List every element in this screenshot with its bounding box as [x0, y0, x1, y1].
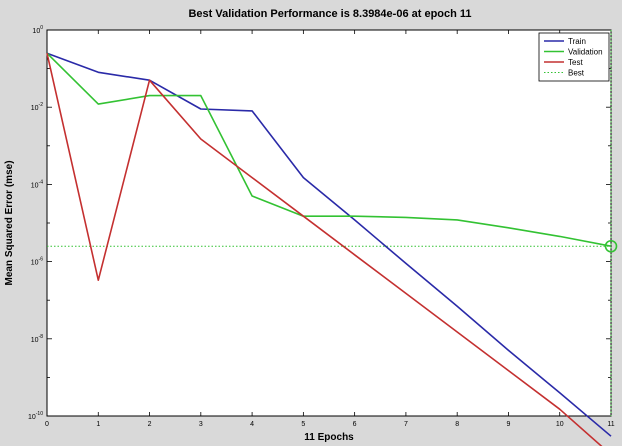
- x-axis-label: 11 Epochs: [304, 432, 354, 443]
- x-tick-label: 5: [301, 421, 305, 428]
- x-tick-label: 7: [404, 421, 408, 428]
- x-tick-label: 2: [148, 421, 152, 428]
- x-tick-label: 9: [507, 421, 511, 428]
- x-axis: 0 1 2 3 4 5 6 7 8 9 10 11: [45, 30, 615, 428]
- x-tick-label: 4: [250, 421, 254, 428]
- y-tick-label: 10-4: [31, 179, 43, 189]
- series-line-test: [46, 53, 603, 446]
- y-tick-label: 10-6: [31, 257, 43, 267]
- best-marker-group: [47, 30, 612, 416]
- y-tick-label: 10-2: [31, 102, 43, 112]
- y-axis-label: Mean Squared Error (mse): [4, 160, 15, 285]
- plot-area: [46, 29, 612, 417]
- x-tick-label: 1: [96, 421, 100, 428]
- y-tick-label: 10-10: [28, 411, 43, 421]
- chart-title: Best Validation Performance is 8.3984e-0…: [188, 8, 471, 20]
- series-lines: [46, 52, 612, 446]
- series-line-validation: [46, 52, 612, 247]
- x-tick-label: 3: [199, 421, 203, 428]
- legend-label-best: Best: [568, 69, 585, 78]
- x-tick-label: 11: [607, 421, 614, 428]
- y-tick-label: 10-8: [31, 334, 43, 344]
- y-tick-label: 100: [32, 25, 43, 35]
- best-point-marker: [604, 239, 618, 253]
- legend-label-validation: Validation: [568, 48, 603, 57]
- x-tick-label: 0: [45, 421, 49, 428]
- series-line-train: [46, 52, 612, 437]
- y-axis: 100 10-2 10-4 10-6 10-8 10-10: [28, 25, 611, 421]
- x-tick-label: 6: [353, 421, 357, 428]
- x-tick-label: 8: [455, 421, 459, 428]
- legend-label-test: Test: [568, 58, 583, 67]
- legend-label-train: Train: [568, 37, 586, 46]
- x-tick-label: 10: [556, 421, 564, 428]
